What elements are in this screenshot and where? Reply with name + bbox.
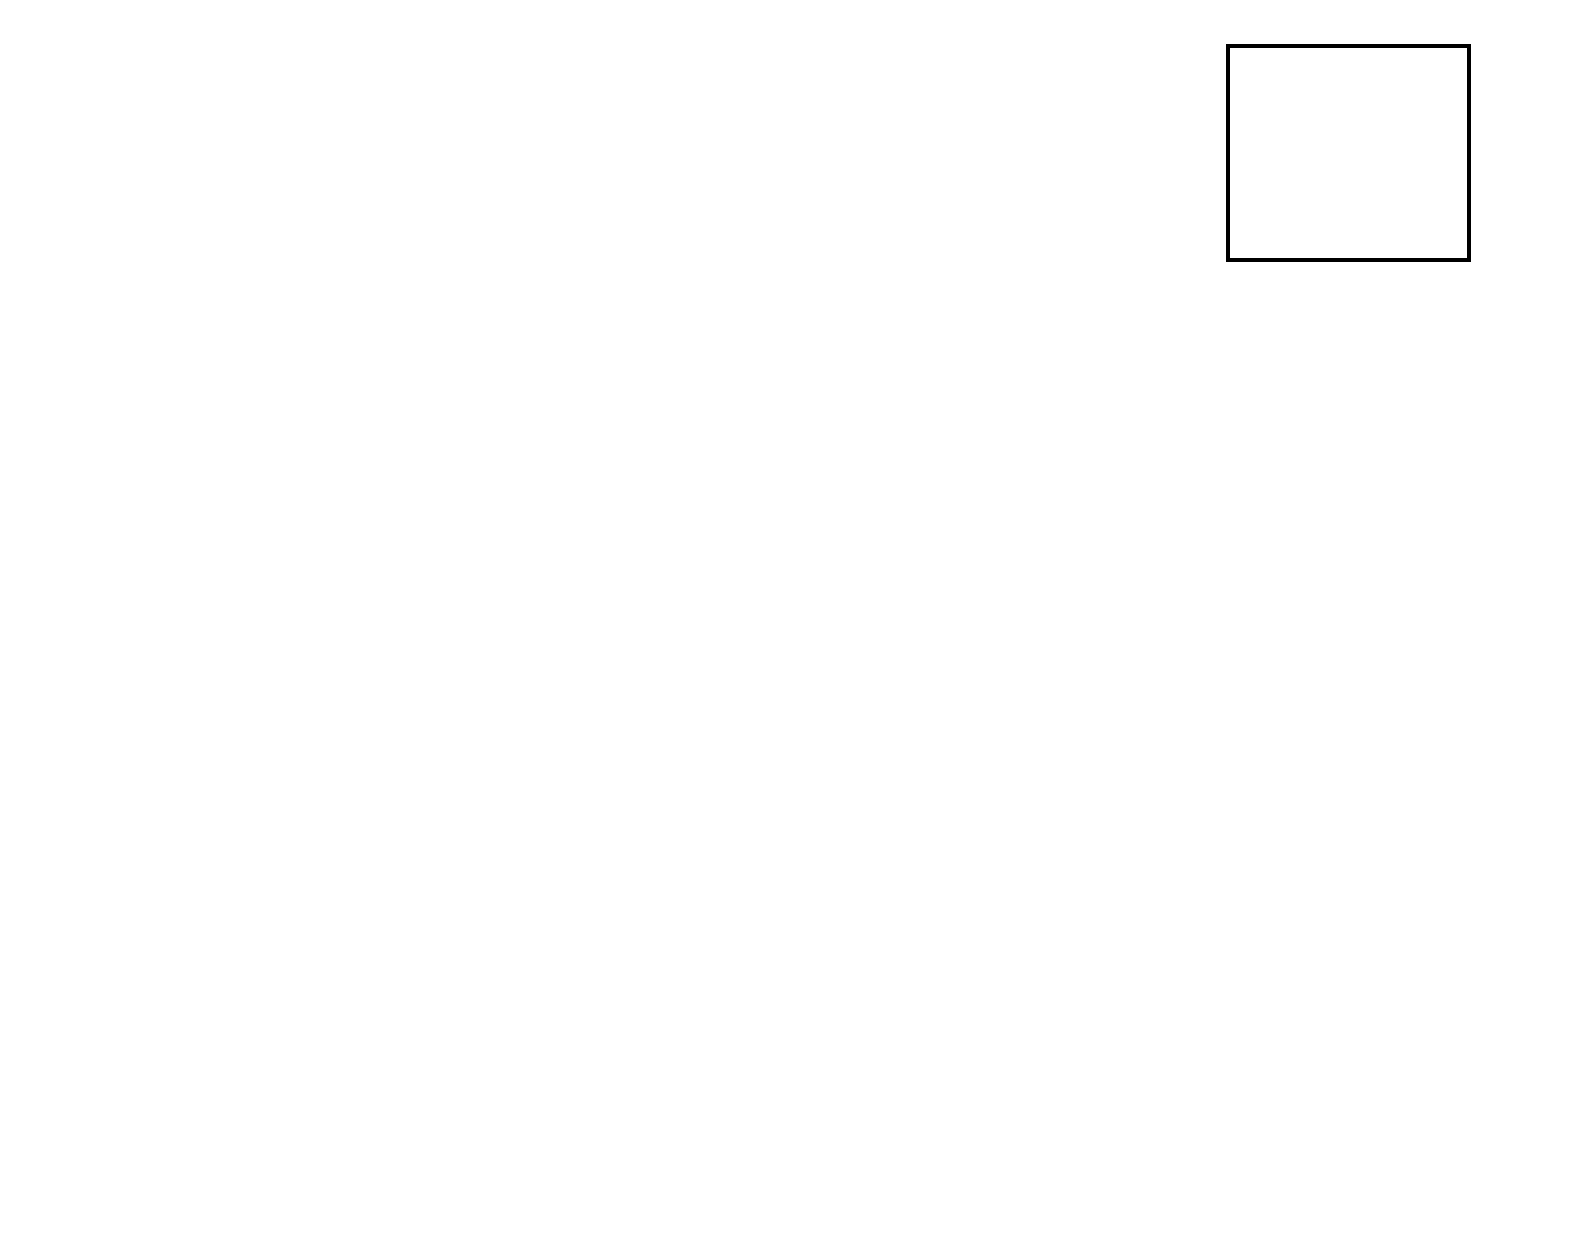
legend-line-dash-dot	[1246, 148, 1346, 158]
legend-line-solid	[1246, 82, 1346, 92]
y-axis-label	[19, 160, 77, 980]
legend-line-dashed	[1246, 214, 1346, 224]
legend-entry-e	[1230, 190, 1467, 248]
legend-entry-y	[1230, 58, 1467, 116]
legend-box	[1226, 44, 1471, 262]
legend-entry-yd	[1230, 124, 1467, 182]
